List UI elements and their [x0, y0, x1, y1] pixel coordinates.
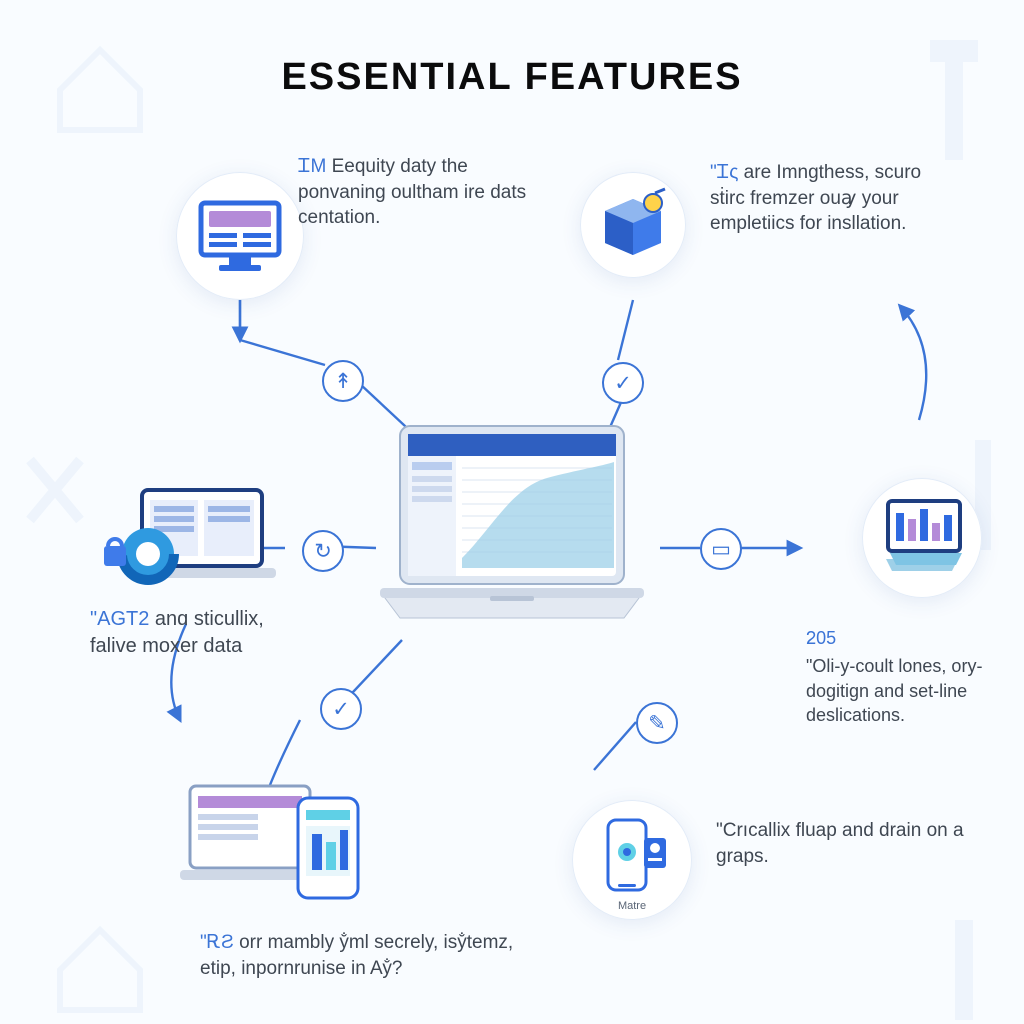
phone-caption: Matre — [572, 900, 692, 912]
caption-c3: "AGT2 anɑ sticullix, falive moxer data — [90, 606, 280, 660]
feature-dashboard-icon — [862, 478, 982, 598]
caption-c5: "Crıcallix fluap and drain on a graps. — [716, 818, 976, 869]
caption-c2: "Ꮖς are Imngthess, scuro sṫirc fremzer o… — [710, 160, 960, 237]
feature-box-icon — [580, 172, 686, 278]
laptop-illustration — [372, 418, 652, 648]
connector-node-m3: ↻ — [302, 530, 344, 572]
connector-node-m6: ✎ — [636, 702, 678, 744]
caption-c6: "ᎡƧ orr mambly y̐ml secrely, isy̐temz, e… — [200, 930, 520, 981]
devices-bottom-illustration — [180, 770, 390, 910]
caption-c1: ᏆM Eequity daty the ponvaning oultham ir… — [298, 154, 528, 231]
connector-node-m1: ↟ — [322, 360, 364, 402]
caption-c4: ᒿ05"Oli-y-coult lones, ory-dogitign and … — [806, 626, 1016, 727]
page-title: ESSENTIAL FEATURES — [0, 56, 1024, 99]
connector-node-m5: ✓ — [320, 688, 362, 730]
connector-node-m2: ✓ — [602, 362, 644, 404]
devices-left-illustration — [96, 480, 286, 600]
feature-phone-icon: Matre — [572, 800, 692, 920]
infographic-canvas: { "type": "infographic", "canvas": { "wi… — [0, 0, 1024, 1024]
feature-monitor-icon — [176, 172, 304, 300]
connector-node-m4: ▭ — [700, 528, 742, 570]
